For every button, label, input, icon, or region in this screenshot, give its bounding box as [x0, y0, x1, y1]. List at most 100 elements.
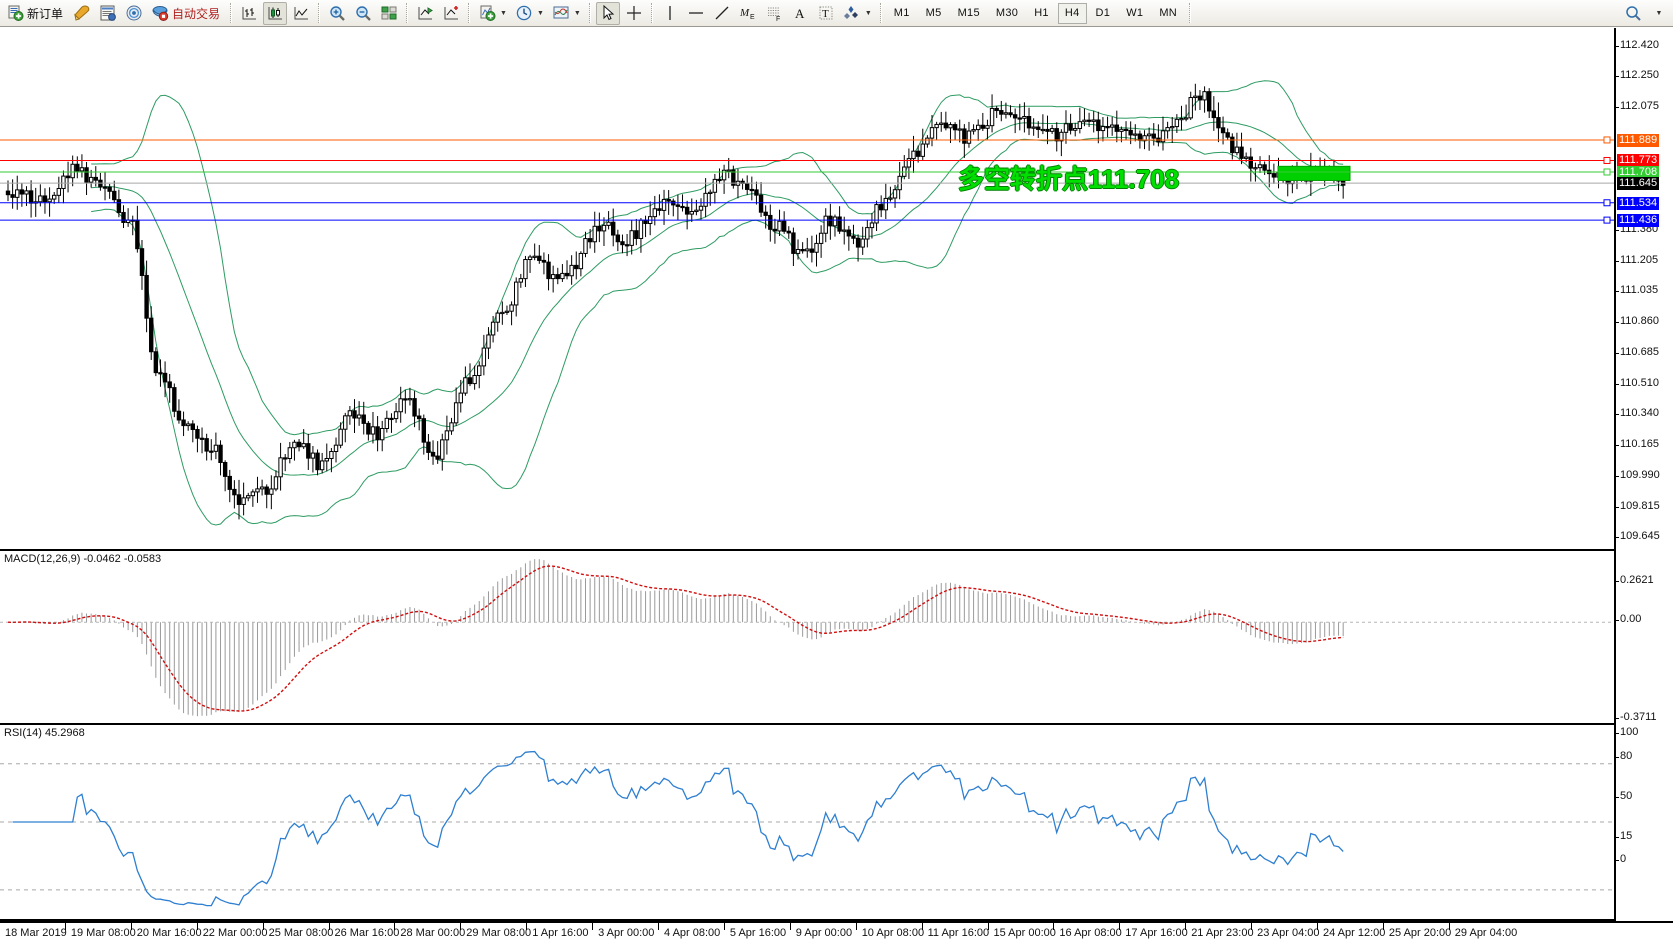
market-watch-button[interactable]	[96, 2, 120, 25]
zoom-out-button[interactable]	[351, 2, 375, 25]
templates-button[interactable]: ▼	[549, 2, 584, 25]
timeframe-button-h4[interactable]: H4	[1057, 2, 1087, 24]
search-button[interactable]	[1621, 2, 1645, 25]
text-tool-button[interactable]: A	[788, 2, 812, 25]
time-tick-separator	[328, 923, 330, 930]
indicators-button[interactable]: ▼	[475, 2, 510, 25]
time-tick-label: 18 Mar 2019	[5, 927, 67, 939]
auto-scroll-icon	[442, 4, 460, 22]
template-icon	[552, 4, 570, 22]
timeframe-button-m30[interactable]: M30	[995, 7, 1019, 19]
metaeditor-button[interactable]	[70, 2, 94, 25]
toolbar-overflow-button[interactable]: ▼	[1647, 2, 1670, 25]
price-tick: 112.420	[1616, 39, 1659, 51]
price-tick: 110.860	[1616, 315, 1659, 328]
chart-shift-button[interactable]	[413, 2, 437, 25]
navigator-button[interactable]	[122, 2, 146, 25]
elliott-wave-tool-button[interactable]: M E	[736, 2, 760, 25]
chart-shift-icon	[416, 4, 434, 22]
time-tick-label: 22 Mar 00:00	[202, 927, 268, 939]
text-label-icon: T	[817, 4, 835, 22]
price-tick: 111.035	[1615, 284, 1659, 297]
horizontal-line-tool-button[interactable]	[684, 2, 708, 25]
price-tick: 111.205	[1615, 253, 1659, 266]
macd-label: MACD(12,26,9) -0.0462 -0.0583	[4, 553, 162, 565]
period-dropdown-arrow[interactable]: ▼	[536, 9, 544, 17]
metaeditor-icon	[73, 4, 91, 22]
shapes-dropdown-arrow[interactable]: ▼	[864, 9, 872, 17]
time-tick-separator	[394, 923, 396, 930]
price-level-label[interactable]: 111.773	[1617, 154, 1660, 168]
text-icon: A	[791, 4, 809, 22]
auto-scroll-button[interactable]	[439, 2, 463, 25]
timeframe-button-m15[interactable]: M15	[957, 7, 980, 19]
trendline-tool-button[interactable]	[710, 2, 734, 25]
price-tick: 112.075	[1616, 100, 1659, 113]
macd-scale-tick: 0.00	[1615, 613, 1642, 625]
indicators-dropdown-arrow[interactable]: ▼	[500, 9, 507, 17]
macd-chart-svg	[0, 559, 1614, 717]
time-tick-label: 5 Apr 16:00	[729, 927, 787, 939]
timeframe-button-mn[interactable]: MN	[1159, 7, 1178, 19]
templates-dropdown-arrow[interactable]: ▼	[573, 9, 581, 17]
bar-chart-button[interactable]	[237, 2, 261, 25]
time-tick-separator	[789, 923, 791, 930]
autotrading-icon	[151, 4, 169, 22]
rsi-chart-svg	[0, 750, 1614, 907]
shapes-tool-button[interactable]: ▼	[840, 2, 875, 25]
time-tick-label: 19 Mar 08:00	[70, 927, 136, 939]
price-level-label[interactable]: 111.708	[1617, 165, 1660, 179]
chevron-down-icon: ▼	[1655, 9, 1663, 17]
autotrading-label: 自动交易	[172, 6, 221, 21]
line-chart-icon	[292, 4, 310, 22]
timeframe-button-w1[interactable]: W1	[1126, 7, 1144, 19]
fibonacci-tool-button[interactable]: F	[762, 2, 786, 25]
price-scale[interactable]: 112.420 112.250 112.075 111.380 111.205 111.0…	[1614, 28, 1673, 921]
price-level-label[interactable]: 111.534	[1617, 196, 1660, 210]
new-order-button[interactable]: 新订单	[3, 2, 68, 25]
cursor-arrow-icon	[599, 4, 617, 22]
period-button[interactable]: ▼	[512, 2, 547, 25]
time-tick-separator	[526, 923, 528, 930]
zoom-in-button[interactable]	[325, 2, 349, 25]
price-level-label[interactable]: 111.889	[1617, 133, 1660, 147]
time-tick-separator	[921, 923, 923, 930]
time-tick-label: 24 Apr 12:00	[1323, 927, 1386, 939]
vertical-line-tool-button[interactable]	[658, 2, 682, 25]
price-level-label[interactable]: 111.436	[1617, 214, 1660, 228]
candlestick-chart-button[interactable]	[263, 1, 288, 25]
cursor-tool-button[interactable]	[595, 1, 620, 25]
autotrading-button[interactable]: 自动交易	[148, 2, 225, 25]
zoom-in-icon	[328, 4, 346, 22]
time-tick-separator	[460, 923, 462, 930]
rsi-scale-tick: 80	[1615, 750, 1633, 762]
timeframe-button-h1[interactable]: H1	[1034, 7, 1049, 19]
time-tick-label: 23 Apr 04:00	[1257, 927, 1320, 939]
rsi-indicator-pane[interactable]	[0, 725, 1614, 921]
time-tick-label: 4 Apr 08:00	[664, 927, 721, 939]
timeframe-button-d1[interactable]: D1	[1095, 7, 1111, 19]
timeframe-button-m5[interactable]: M5	[925, 7, 942, 19]
time-tick-separator	[262, 923, 264, 930]
crosshair-tool-button[interactable]	[622, 2, 646, 25]
time-tick-separator	[1382, 923, 1384, 930]
text-label-tool-button[interactable]: T	[814, 2, 838, 25]
shapes-icon	[843, 4, 861, 22]
rsi-scale-tick: 15	[1615, 830, 1633, 842]
bar-chart-icon	[240, 4, 258, 22]
timeframe-button-m1[interactable]: M1	[893, 7, 910, 19]
rsi-label: RSI(14) 45.2968	[4, 727, 85, 739]
time-tick-label: 3 Apr 00:00	[598, 927, 655, 939]
toolbar-separator-1	[230, 3, 233, 23]
time-tick-separator	[130, 923, 132, 930]
toolbar-separator-5	[588, 3, 591, 23]
time-scale[interactable]: 18 Mar 2019 19 Mar 08:00 20 Mar 16:00 22 Ma…	[0, 921, 1673, 947]
tile-windows-icon	[380, 4, 398, 22]
macd-indicator-pane[interactable]	[0, 549, 1614, 725]
line-chart-button[interactable]	[289, 2, 313, 25]
svg-text:A: A	[795, 6, 805, 21]
price-chart-pane[interactable]	[0, 28, 1614, 548]
price-level-label[interactable]: 111.645	[1617, 177, 1660, 191]
tile-windows-button[interactable]	[377, 2, 401, 25]
